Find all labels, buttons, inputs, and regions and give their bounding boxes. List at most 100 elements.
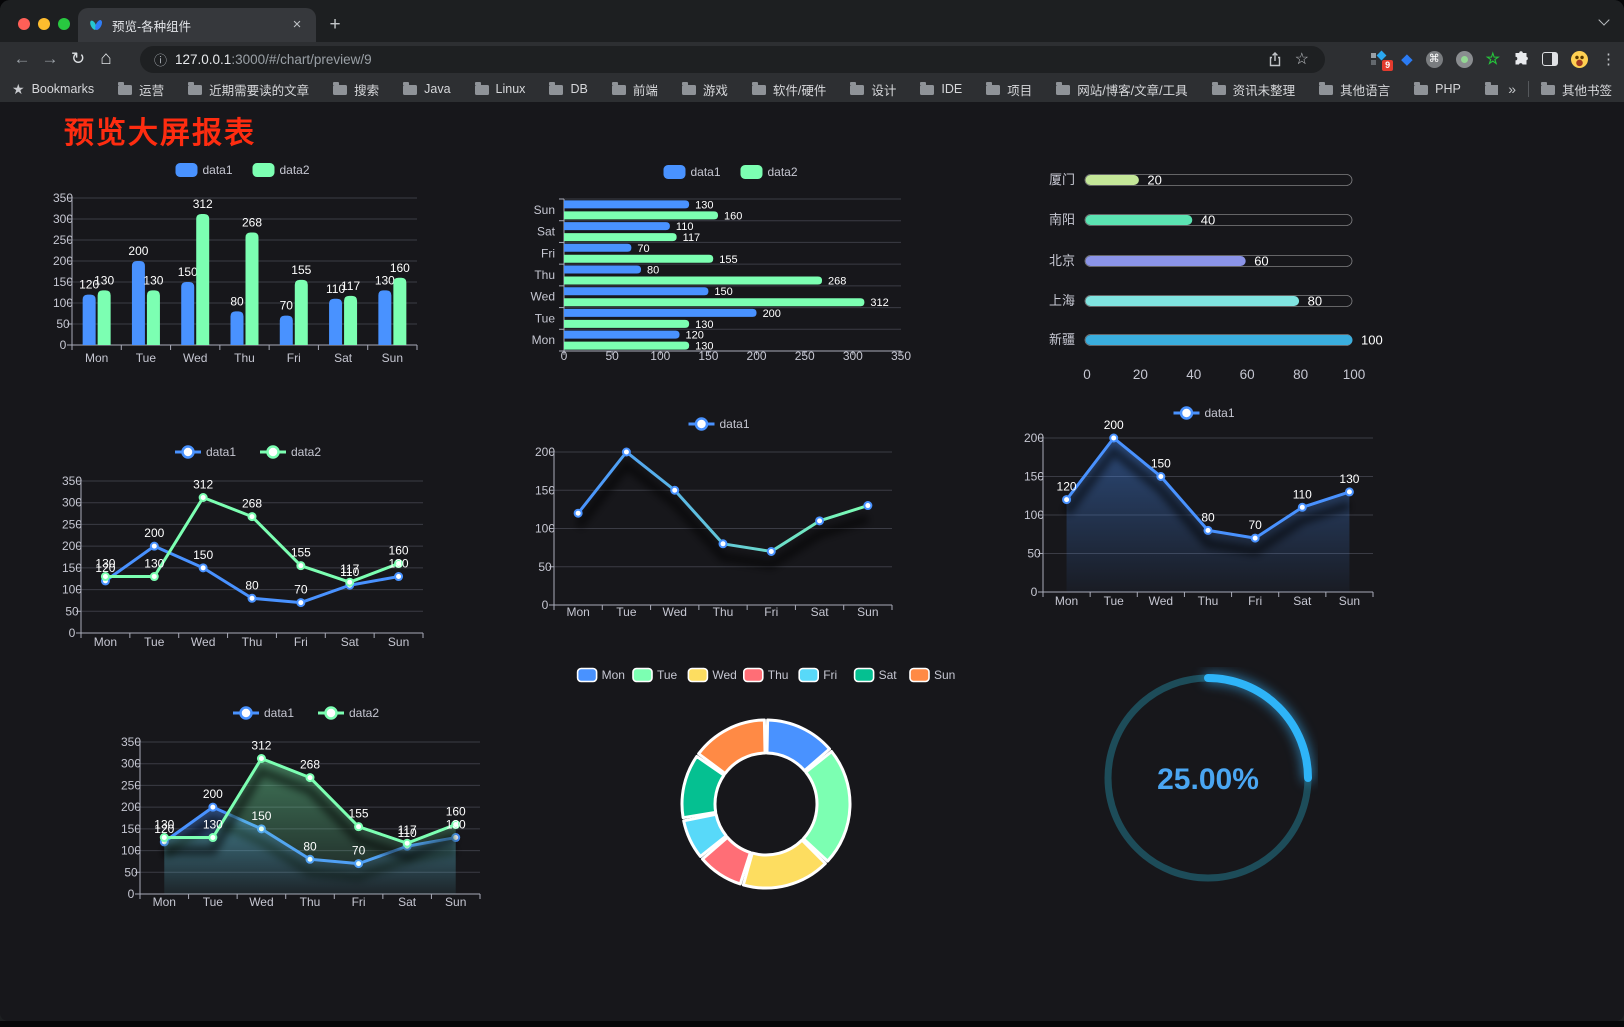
other-bookmarks-folder[interactable]: 其他书签 — [1540, 80, 1612, 99]
chart-area-two-series: 0 50 100 150 200 250 300 350 Mon Tue Wed Thu Fri Sat S… — [100, 680, 498, 920]
svg-text:0: 0 — [69, 626, 76, 640]
svg-text:200: 200 — [121, 800, 141, 814]
back-button[interactable]: ← — [13, 49, 31, 68]
new-tab-button[interactable]: + — [329, 14, 341, 35]
home-button[interactable]: ⌂ — [100, 48, 112, 69]
bookmark-folder[interactable]: 网站/博客/文章/工具 — [1056, 80, 1188, 99]
svg-text:100: 100 — [121, 844, 141, 858]
svg-text:70: 70 — [637, 243, 649, 255]
svg-text:110: 110 — [676, 221, 694, 233]
svg-text:data2: data2 — [291, 445, 321, 459]
bookmark-folder[interactable]: 运营 — [118, 80, 164, 99]
svg-text:100: 100 — [650, 349, 670, 363]
bookmark-folder[interactable]: 项目 — [986, 80, 1032, 99]
bookmark-folder[interactable]: 近期需要读的文章 — [188, 80, 309, 99]
svg-text:300: 300 — [121, 757, 141, 771]
folder-icon — [681, 82, 696, 95]
bookmark-folder[interactable]: 设计 — [850, 80, 896, 99]
svg-text:117: 117 — [683, 232, 701, 244]
svg-text:上海: 上海 — [1049, 293, 1075, 308]
extension-grid-icon[interactable]: 9 — [1370, 50, 1394, 71]
forward-button[interactable]: → — [41, 49, 59, 68]
svg-text:130: 130 — [144, 557, 164, 571]
folder-icon — [1056, 82, 1071, 95]
svg-text:data1: data1 — [206, 445, 236, 459]
folder-icon — [751, 82, 766, 95]
svg-text:Sun: Sun — [445, 895, 466, 909]
browser-toolbar: ← → ↻ ⌂ ⓘ 127.0.0.1:3000/#/chart/preview… — [0, 42, 1624, 76]
close-window-button[interactable] — [18, 18, 30, 30]
extensions-puzzle-icon[interactable] — [1513, 51, 1529, 67]
bookmark-folder[interactable]: 前端 — [611, 80, 658, 99]
bookmark-folder[interactable]: IDE — [920, 82, 962, 96]
profile-avatar[interactable] — [1571, 50, 1588, 68]
maximize-window-button[interactable] — [58, 18, 70, 30]
svg-text:200: 200 — [763, 308, 781, 320]
svg-text:110: 110 — [398, 826, 417, 840]
svg-text:80: 80 — [303, 839, 317, 853]
svg-text:100: 100 — [53, 296, 73, 310]
svg-text:50: 50 — [124, 865, 138, 879]
svg-text:80: 80 — [1201, 510, 1215, 524]
svg-text:200: 200 — [1024, 431, 1044, 445]
bookmarks-overflow-button[interactable]: » — [1508, 81, 1516, 97]
svg-text:250: 250 — [795, 349, 815, 363]
bookmark-folder[interactable]: 其他语言 — [1319, 80, 1390, 99]
svg-text:Thu: Thu — [242, 635, 263, 649]
extension-gem-icon[interactable]: ◆ — [1401, 51, 1413, 68]
address-bar[interactable]: ⓘ 127.0.0.1:3000/#/chart/preview/9 ☆ — [140, 45, 1325, 73]
svg-text:0: 0 — [542, 598, 549, 612]
svg-text:200: 200 — [53, 254, 73, 268]
bookmark-folder[interactable]: DB — [549, 82, 588, 96]
svg-text:200: 200 — [535, 445, 555, 459]
bookmark-folder[interactable]: Linux — [474, 82, 525, 96]
tab-search-chevron-icon[interactable] — [1598, 14, 1610, 26]
svg-text:300: 300 — [53, 212, 73, 226]
tab-strip: 预览-各种组件 × + — [0, 0, 1624, 42]
svg-text:0: 0 — [128, 887, 135, 901]
svg-text:300: 300 — [843, 349, 863, 363]
star-icon: ★ — [12, 80, 25, 97]
bookmark-folder[interactable]: 文件服务器 — [1484, 80, 1499, 99]
tab-close-icon[interactable]: × — [292, 16, 302, 33]
folder-icon — [611, 82, 626, 95]
bookmark-folder[interactable]: PHP — [1414, 82, 1461, 96]
svg-text:200: 200 — [747, 349, 767, 363]
bookmark-folder[interactable]: 软件/硬件 — [751, 80, 826, 99]
site-info-icon[interactable]: ⓘ — [154, 52, 168, 68]
svg-text:150: 150 — [193, 548, 213, 562]
extension-star-icon[interactable]: ☆ — [1485, 51, 1500, 68]
svg-text:150: 150 — [121, 822, 141, 836]
svg-text:110: 110 — [326, 282, 345, 296]
svg-text:Fri: Fri — [764, 605, 778, 619]
svg-text:Thu: Thu — [234, 351, 255, 365]
extension-green-dot-icon[interactable] — [1455, 50, 1473, 68]
svg-text:268: 268 — [828, 276, 846, 288]
bookmark-label: Bookmarks — [31, 82, 95, 96]
bookmark-folder[interactable]: Java — [403, 82, 451, 96]
svg-text:312: 312 — [870, 297, 888, 309]
svg-text:155: 155 — [719, 254, 737, 266]
svg-text:40: 40 — [1186, 367, 1201, 382]
svg-text:Mon: Mon — [1055, 594, 1078, 608]
folder-icon — [474, 82, 489, 95]
extension-command-icon[interactable]: ⌘ — [1425, 50, 1443, 68]
reload-button[interactable]: ↻ — [70, 49, 86, 68]
bookmarks-root-item[interactable]: ★ Bookmarks — [12, 81, 94, 98]
bookmark-folder[interactable]: 游戏 — [681, 80, 728, 99]
svg-text:60: 60 — [1240, 367, 1255, 382]
bookmark-folder[interactable]: 资讯未整理 — [1211, 80, 1295, 99]
chart-progress-bars: 厦门 20 南阳 40 北京 60 上海 80 新疆 100 0 20 40 60 80 100 — [1000, 150, 1400, 395]
svg-text:200: 200 — [203, 787, 223, 801]
minimize-window-button[interactable] — [38, 18, 50, 30]
menu-icon[interactable]: ⋮ — [1601, 51, 1616, 68]
svg-text:0: 0 — [561, 349, 568, 363]
side-panel-icon[interactable] — [1542, 52, 1558, 66]
share-icon[interactable] — [1268, 51, 1282, 67]
bookmark-star-icon[interactable]: ☆ — [1294, 51, 1309, 68]
svg-text:Tue: Tue — [535, 311, 556, 325]
bookmark-folder[interactable]: 搜索 — [333, 80, 379, 99]
browser-tab[interactable]: 预览-各种组件 × — [78, 8, 316, 42]
svg-text:150: 150 — [1151, 457, 1171, 471]
svg-text:Sat: Sat — [398, 895, 417, 909]
